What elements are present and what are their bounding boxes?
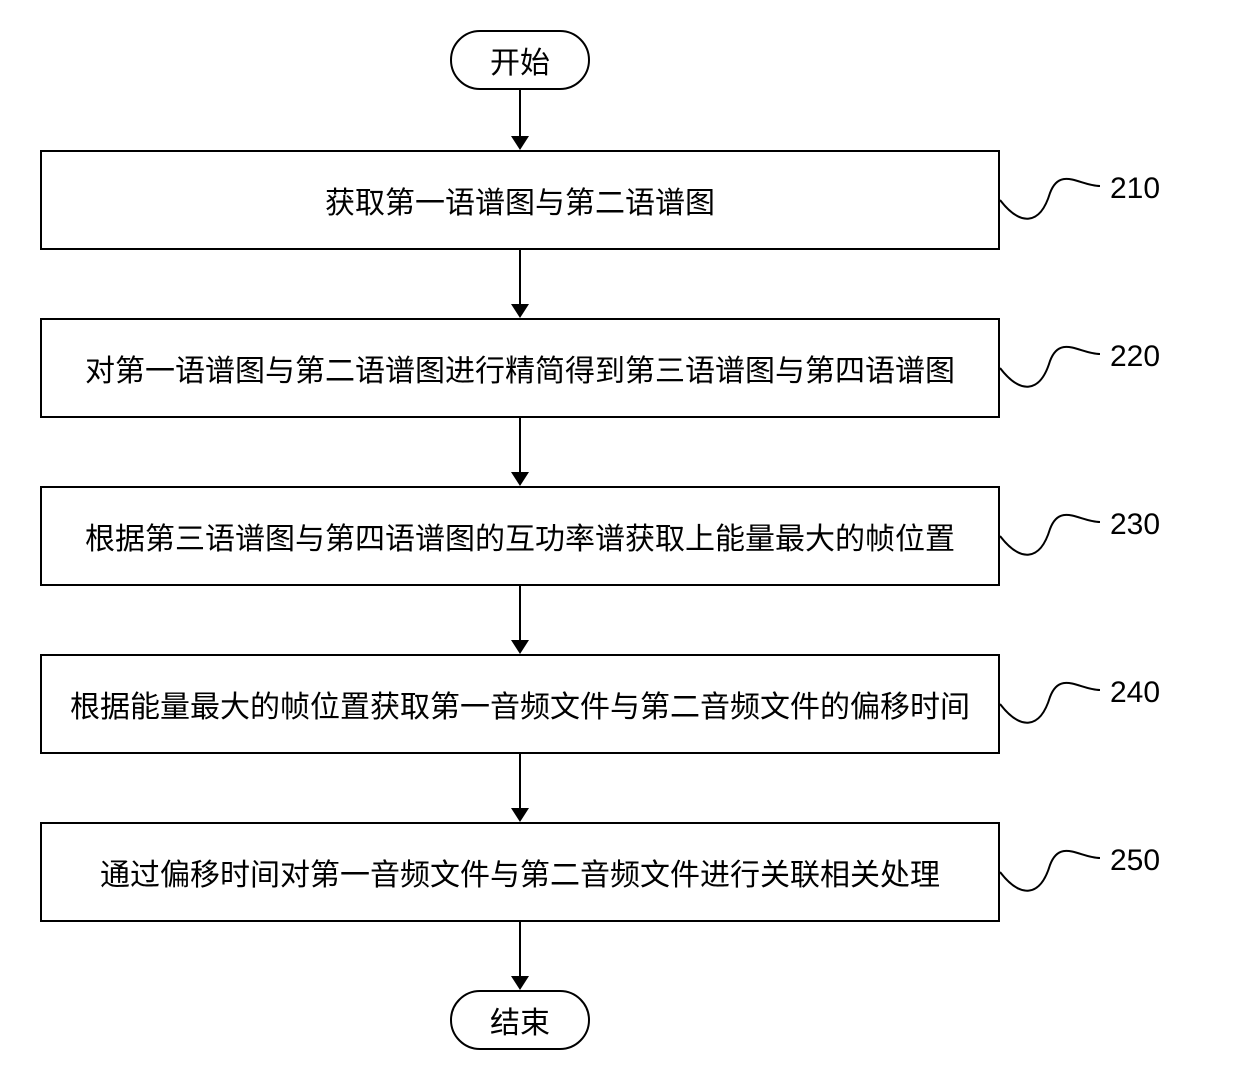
step-label-text: 220	[1110, 340, 1160, 373]
arrow-240-to-250	[509, 754, 531, 822]
step-label-240: 240	[1110, 676, 1160, 710]
step-label-text: 240	[1110, 676, 1160, 709]
step-label-text: 250	[1110, 844, 1160, 877]
step-text: 获取第一语谱图与第二语谱图	[325, 178, 715, 222]
step-label-text: 230	[1110, 508, 1160, 541]
callout-230	[1000, 496, 1104, 566]
callout-220	[1000, 328, 1104, 398]
arrow-250-to-end	[509, 922, 531, 990]
terminator-start-text: 开始	[490, 38, 550, 82]
step-label-220: 220	[1110, 340, 1160, 374]
callout-250	[1000, 832, 1104, 902]
arrow-start-to-210	[509, 90, 531, 150]
step-230: 根据第三语谱图与第四语谱图的互功率谱获取上能量最大的帧位置	[40, 486, 1000, 586]
terminator-end: 结束	[450, 990, 590, 1050]
step-240: 根据能量最大的帧位置获取第一音频文件与第二音频文件的偏移时间	[40, 654, 1000, 754]
step-220: 对第一语谱图与第二语谱图进行精简得到第三语谱图与第四语谱图	[40, 318, 1000, 418]
step-text: 根据能量最大的帧位置获取第一音频文件与第二音频文件的偏移时间	[70, 682, 970, 726]
step-text: 通过偏移时间对第一音频文件与第二音频文件进行关联相关处理	[100, 850, 940, 894]
arrow-210-to-220	[509, 250, 531, 318]
step-text: 对第一语谱图与第二语谱图进行精简得到第三语谱图与第四语谱图	[85, 346, 955, 390]
arrow-220-to-230	[509, 418, 531, 486]
callout-210	[1000, 160, 1104, 230]
step-210: 获取第一语谱图与第二语谱图	[40, 150, 1000, 250]
step-label-230: 230	[1110, 508, 1160, 542]
terminator-end-text: 结束	[490, 998, 550, 1042]
flowchart-canvas: 开始 结束 获取第一语谱图与第二语谱图 对第一语谱图与第二语谱图进行精简得到第三…	[0, 0, 1240, 1080]
step-label-250: 250	[1110, 844, 1160, 878]
step-text: 根据第三语谱图与第四语谱图的互功率谱获取上能量最大的帧位置	[85, 514, 955, 558]
terminator-start: 开始	[450, 30, 590, 90]
step-label-text: 210	[1110, 172, 1160, 205]
arrow-230-to-240	[509, 586, 531, 654]
step-250: 通过偏移时间对第一音频文件与第二音频文件进行关联相关处理	[40, 822, 1000, 922]
step-label-210: 210	[1110, 172, 1160, 206]
callout-240	[1000, 664, 1104, 734]
